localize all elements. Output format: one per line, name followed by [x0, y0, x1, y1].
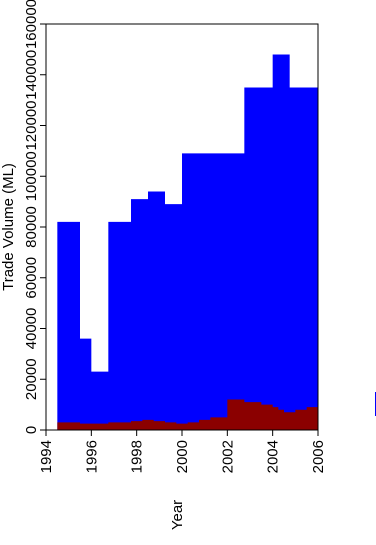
- y-tick-label: 80000: [23, 206, 40, 248]
- plot-area: [57, 54, 318, 430]
- y-axis-label: Trade Volume (ML): [0, 163, 17, 291]
- x-tick-label: 2000: [174, 440, 191, 473]
- x-tick-label: 1994: [38, 440, 55, 473]
- y-tick-label: 20000: [23, 358, 40, 400]
- x-tick-label: 1998: [129, 440, 146, 473]
- x-tick-label: 1996: [83, 440, 100, 473]
- y-tick-label: 0: [23, 426, 40, 434]
- y-tick-label: 120000: [23, 100, 40, 150]
- y-tick-label: 140000: [23, 50, 40, 100]
- x-tick-label: 2006: [310, 440, 327, 473]
- y-tick-label: 100000: [23, 151, 40, 201]
- x-tick-label: 2002: [219, 440, 236, 473]
- y-tick-label: 60000: [23, 257, 40, 299]
- axes: 1994 1996 1998 2000 2002 2004 2006 0 20000 40000 6…: [0, 0, 327, 530]
- y-tick-label: 40000: [23, 308, 40, 350]
- x-axis-label: Year: [169, 500, 186, 530]
- series-area-temporary-internal-trade: [57, 54, 318, 430]
- series-area-permanent-internal-trade: [57, 399, 318, 430]
- y-tick-label: 160000: [23, 0, 40, 49]
- x-tick-label: 2004: [265, 440, 282, 473]
